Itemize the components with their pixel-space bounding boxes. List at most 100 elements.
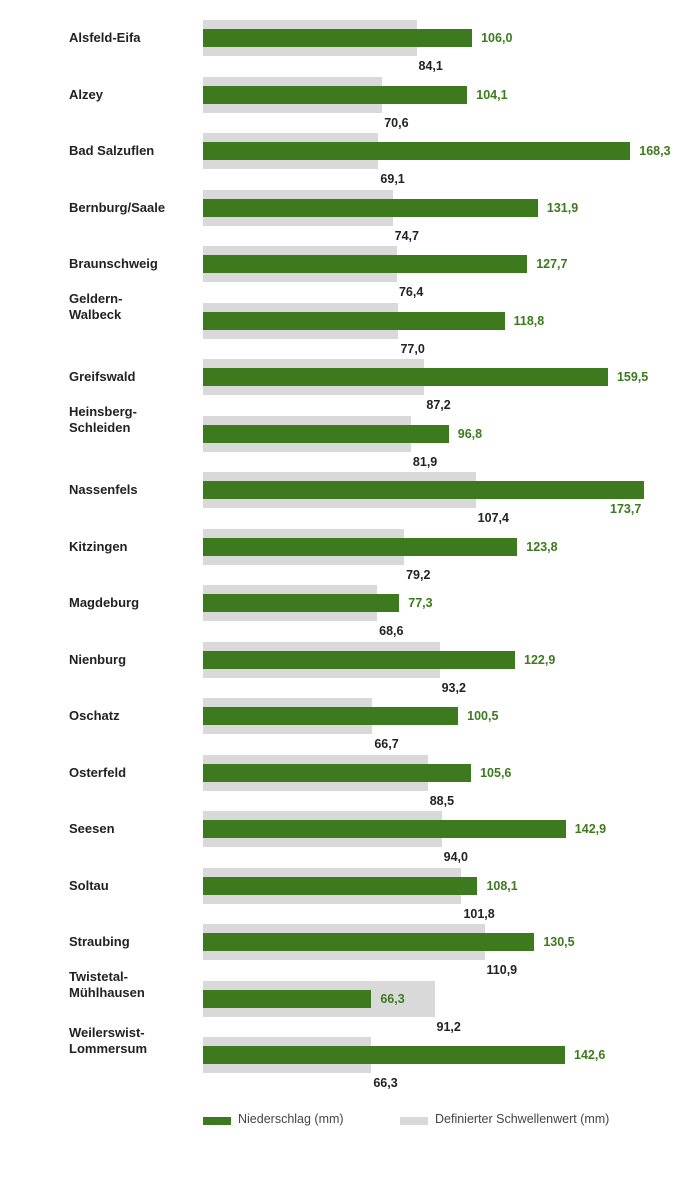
category-label-line: Magdeburg bbox=[69, 595, 140, 610]
precipitation-bar bbox=[203, 255, 528, 273]
precipitation-value-label: 104,1 bbox=[476, 87, 508, 102]
threshold-value-label: 84,1 bbox=[418, 59, 443, 73]
category-label-line: Seesen bbox=[69, 821, 115, 836]
threshold-value-label: 69,1 bbox=[380, 172, 405, 186]
precipitation-bar bbox=[203, 707, 459, 725]
category-label: Braunschweig bbox=[69, 256, 197, 272]
category-label-line: Braunschweig bbox=[69, 256, 158, 271]
threshold-value-label: 91,2 bbox=[436, 1019, 461, 1034]
precipitation-bar bbox=[203, 537, 518, 556]
precipitation-bar bbox=[203, 424, 449, 443]
category-label: Magdeburg bbox=[69, 595, 197, 611]
category-label: Heinsberg- Schleiden bbox=[69, 404, 197, 436]
precipitation-bar bbox=[203, 876, 478, 895]
precipitation-bar bbox=[203, 311, 505, 330]
category-label: Osterfeld bbox=[69, 765, 197, 781]
precipitation-bar bbox=[203, 763, 472, 782]
category-label: Geldern- Walbeck bbox=[69, 291, 197, 323]
category-label-line: Geldern- bbox=[69, 290, 123, 306]
precipitation-bar bbox=[203, 820, 566, 838]
legend-label-precip: Niederschlag (mm) bbox=[238, 1112, 344, 1126]
precipitation-bar bbox=[203, 594, 400, 612]
legend-swatch-threshold bbox=[400, 1117, 428, 1125]
category-label-line: Alsfeld-Eifa bbox=[69, 30, 141, 45]
category-label-line: Soltau bbox=[69, 877, 109, 893]
category-label: Bad Salzuflen bbox=[69, 143, 197, 159]
precipitation-bar bbox=[203, 198, 538, 217]
precipitation-bar bbox=[203, 29, 473, 47]
precipitation-value-label: 159,5 bbox=[616, 370, 649, 384]
precipitation-value-label: 96,8 bbox=[457, 426, 483, 441]
threshold-value-label: 81,9 bbox=[412, 454, 438, 469]
precipitation-bar bbox=[203, 85, 468, 104]
threshold-value-label: 70,6 bbox=[384, 115, 409, 130]
precipitation-bar bbox=[203, 142, 631, 160]
category-label: Greifswald bbox=[69, 369, 197, 385]
precipitation-value-label: 131,9 bbox=[546, 200, 579, 215]
precipitation-value-label: 168,3 bbox=[639, 144, 671, 158]
threshold-value-label: 77,0 bbox=[400, 341, 425, 356]
threshold-value-label: 110,9 bbox=[486, 963, 518, 977]
precipitation-bar bbox=[203, 989, 372, 1008]
category-label-line: Heinsberg- bbox=[69, 403, 137, 419]
precipitation-value-label: 173,7 bbox=[610, 502, 642, 516]
threshold-value-label: 107,4 bbox=[477, 511, 509, 525]
precipitation-bar bbox=[203, 933, 535, 951]
category-label-line: Bad Salzuflen bbox=[69, 143, 155, 158]
legend-swatch-precip bbox=[203, 1117, 231, 1125]
category-label: Bernburg/Saale bbox=[69, 200, 197, 216]
category-label-line: Twistetal- bbox=[69, 968, 128, 984]
threshold-value-label: 66,3 bbox=[373, 1076, 398, 1090]
precipitation-value-label: 122,9 bbox=[524, 652, 556, 667]
precipitation-value-label: 105,6 bbox=[480, 765, 512, 780]
threshold-value-label: 68,6 bbox=[379, 624, 404, 638]
category-label: Straubing bbox=[69, 934, 197, 950]
precipitation-bar bbox=[203, 481, 644, 499]
category-label-line: Nienburg bbox=[69, 651, 127, 667]
category-label-line: Straubing bbox=[69, 934, 130, 949]
category-label: Seesen bbox=[69, 821, 197, 837]
threshold-value-label: 79,2 bbox=[406, 567, 431, 582]
category-label-line: Greifswald bbox=[69, 369, 136, 384]
precipitation-value-label: 123,8 bbox=[526, 539, 558, 554]
precipitation-value-label: 142,6 bbox=[574, 1048, 606, 1062]
precipitation-value-label: 108,1 bbox=[486, 878, 518, 893]
threshold-value-label: 101,8 bbox=[463, 906, 495, 921]
category-label: Weilerswist- Lommersum bbox=[69, 1025, 197, 1057]
precipitation-value-label: 66,3 bbox=[380, 991, 405, 1006]
threshold-value-label: 74,7 bbox=[394, 228, 419, 243]
category-label-line: Mühlhausen bbox=[69, 984, 145, 1000]
precipitation-value-label: 130,5 bbox=[543, 935, 575, 949]
category-label-line: Schleiden bbox=[69, 419, 131, 435]
category-label-line: Osterfeld bbox=[69, 764, 127, 780]
category-label-line: Oschatz bbox=[69, 708, 120, 723]
category-label-line: Kitzingen bbox=[69, 538, 128, 554]
category-label: Alsfeld-Eifa bbox=[69, 30, 197, 46]
category-label: Oschatz bbox=[69, 708, 197, 724]
threshold-value-label: 88,5 bbox=[429, 793, 455, 808]
precipitation-value-label: 118,8 bbox=[513, 313, 545, 328]
threshold-value-label: 87,2 bbox=[426, 398, 451, 412]
legend-label-threshold: Definierter Schwellenwert (mm) bbox=[435, 1112, 610, 1126]
threshold-value-label: 93,2 bbox=[441, 680, 466, 695]
precipitation-value-label: 77,3 bbox=[408, 596, 433, 610]
precipitation-bar bbox=[203, 1046, 566, 1064]
category-label-line: Nassenfels bbox=[69, 482, 138, 497]
category-label: Nienburg bbox=[69, 652, 197, 668]
precipitation-value-label: 100,5 bbox=[467, 709, 499, 723]
category-label: Kitzingen bbox=[69, 539, 197, 555]
category-label: Nassenfels bbox=[69, 482, 197, 498]
threshold-value-label: 66,7 bbox=[374, 737, 399, 751]
category-label-line: Weilerswist- bbox=[69, 1025, 145, 1040]
precipitation-bar bbox=[203, 368, 608, 386]
threshold-value-label: 76,4 bbox=[398, 285, 424, 299]
category-label-line: Walbeck bbox=[69, 306, 122, 322]
precipitation-bar bbox=[203, 650, 516, 669]
category-label: Soltau bbox=[69, 878, 197, 894]
precipitation-value-label: 127,7 bbox=[536, 257, 568, 271]
category-label-line: Lommersum bbox=[69, 1041, 148, 1056]
category-label: Alzey bbox=[69, 87, 197, 103]
category-label-line: Bernburg/Saale bbox=[69, 199, 166, 215]
category-label-line: Alzey bbox=[69, 86, 103, 102]
